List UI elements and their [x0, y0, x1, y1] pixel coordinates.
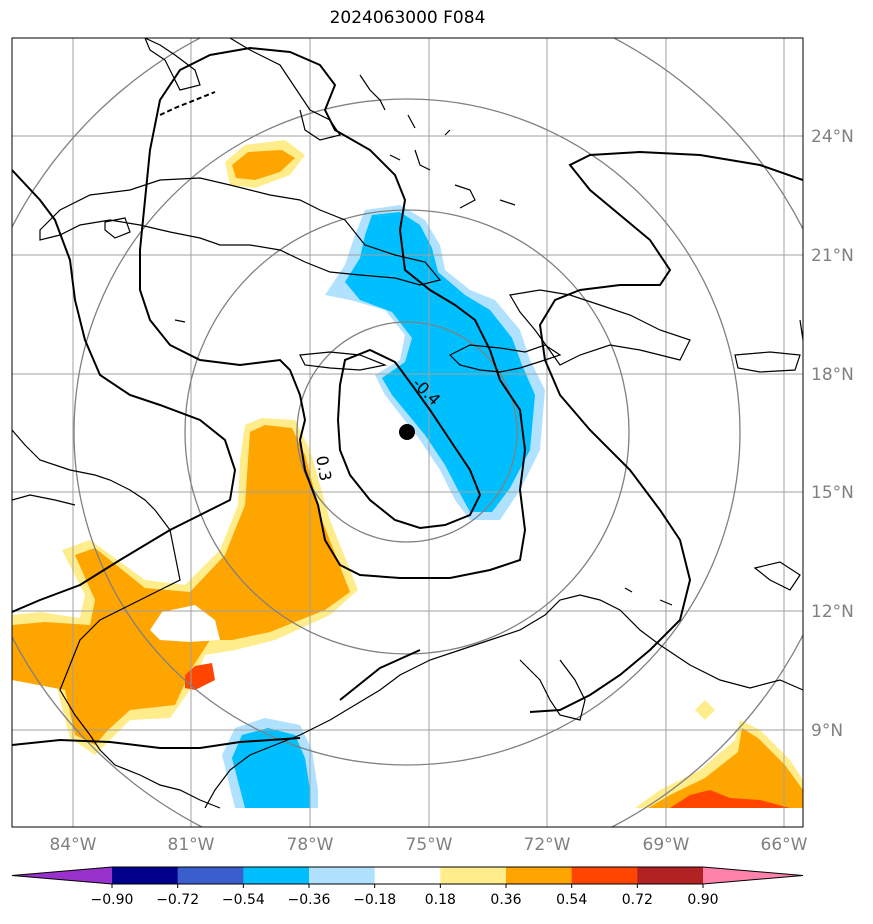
lat-label-21: 21°N — [811, 246, 854, 266]
negative-anomaly-shading — [222, 205, 545, 808]
colorbar-segment — [177, 867, 244, 884]
positive-anomaly-shading — [12, 140, 803, 808]
lon-label-66: 66°W — [761, 835, 808, 855]
lat-label-24: 24°N — [811, 127, 854, 147]
storm-center-marker — [399, 424, 415, 440]
graticule — [12, 38, 803, 827]
lon-label-84: 84°W — [50, 835, 97, 855]
lon-label-75: 75°W — [406, 835, 453, 855]
coastlines — [12, 38, 803, 809]
colorbar-segment — [112, 867, 179, 884]
colorbar-label: −0.18 — [353, 892, 396, 908]
lat-label-18: 18°N — [811, 365, 854, 385]
colorbar-segment — [309, 867, 376, 884]
colorbar-label: 0.18 — [425, 892, 456, 908]
colorbar-segment — [374, 867, 441, 884]
lon-label-81: 81°W — [168, 835, 215, 855]
latitude-labels: 24°N 21°N 18°N 15°N 12°N 9°N — [811, 127, 854, 741]
colorbar-segment — [571, 867, 638, 884]
colorbar-segment — [440, 867, 507, 884]
pressure-contours — [12, 46, 803, 749]
lon-label-78: 78°W — [287, 835, 334, 855]
map-title: 2024063000 F084 — [329, 8, 486, 28]
lon-label-69: 69°W — [643, 835, 690, 855]
colorbar-label: −0.72 — [156, 892, 199, 908]
range-rings — [12, 38, 803, 827]
colorbar-extend-high — [703, 867, 803, 884]
lat-label-12: 12°N — [811, 602, 854, 622]
colorbar-label: −0.90 — [91, 892, 134, 908]
colorbar-segment — [637, 867, 704, 884]
colorbar-label: −0.36 — [288, 892, 331, 908]
lat-label-9: 9°N — [811, 721, 843, 741]
contour-label-pos: 0.3 — [312, 454, 335, 482]
lat-label-15: 15°N — [811, 483, 854, 503]
colorbar-label: 0.90 — [687, 892, 718, 908]
colorbar-segment — [506, 867, 573, 884]
map-frame — [11, 37, 804, 828]
colorbar-label: 0.72 — [622, 892, 653, 908]
longitude-labels: 84°W 81°W 78°W 75°W 72°W 69°W 66°W — [50, 835, 808, 855]
colorbar-label: 0.36 — [490, 892, 521, 908]
colorbar-extend-low — [12, 867, 112, 884]
lon-label-72: 72°W — [524, 835, 571, 855]
colorbar: −0.90 −0.72 −0.54 −0.36 −0.18 0.18 0.36 0.54 0.7… — [11, 866, 804, 908]
colorbar-segment — [243, 867, 310, 884]
colorbar-label: 0.54 — [556, 892, 587, 908]
colorbar-label: −0.54 — [222, 892, 265, 908]
